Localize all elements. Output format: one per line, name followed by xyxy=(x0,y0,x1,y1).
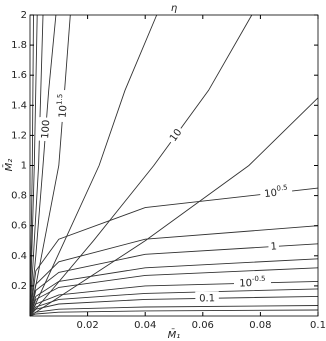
plot-frame xyxy=(29,14,319,317)
contour-label-group: 100.5 xyxy=(259,184,293,202)
contour-label-group: 0.1 xyxy=(195,291,219,306)
contour-label-base: 10 xyxy=(264,188,278,200)
y-tick-label: 1 xyxy=(21,161,27,172)
contour-label-exponent: -0.5 xyxy=(252,275,266,283)
y-tick-label: 1.4 xyxy=(11,100,27,111)
contour-line xyxy=(29,258,319,317)
y-tick-label: 1.6 xyxy=(11,70,27,81)
y-tick-label: 0.2 xyxy=(11,281,27,292)
contour-label-group: 10-0.5 xyxy=(233,275,272,291)
x-tick-label: 0.04 xyxy=(134,320,156,331)
contour-line xyxy=(29,14,253,317)
contour-label-group: 1 xyxy=(268,239,280,254)
contour-line xyxy=(29,14,38,317)
contour-label: 100.5 xyxy=(263,184,288,201)
label-background xyxy=(37,117,54,142)
x-axis-label: M̄₁ xyxy=(168,328,181,341)
y-tick-label: 0.4 xyxy=(11,251,27,262)
contour-line xyxy=(29,243,319,317)
x-tick-label: 0.1 xyxy=(310,320,326,331)
y-tick-label: 0.6 xyxy=(11,221,27,232)
contour-label-base: 0.1 xyxy=(199,293,215,304)
contour-label-group: 101.5 xyxy=(55,89,72,123)
y-tick-label: 0.8 xyxy=(11,191,27,202)
contour-label-exponent: 1.5 xyxy=(55,93,64,105)
x-tick-label: 0.06 xyxy=(192,320,214,331)
label-background xyxy=(55,89,72,123)
y-axis-label: M̄₂ xyxy=(2,159,15,172)
chart-title: η xyxy=(171,3,177,14)
contour-line xyxy=(29,267,319,317)
label-background xyxy=(195,291,219,306)
contour-line xyxy=(29,97,319,317)
contour-label: 100 xyxy=(40,119,52,139)
contour-label-group: 10 xyxy=(165,124,187,147)
y-tick-label: 1.2 xyxy=(11,130,27,141)
contour-label-base: 10 xyxy=(57,105,69,119)
contour-label-exponent: 0.5 xyxy=(276,184,288,193)
contour-label-base: 100 xyxy=(40,119,52,139)
contour-label: 10-0.5 xyxy=(239,275,266,290)
y-tick-label: 1.8 xyxy=(11,40,27,51)
contour-label: 0.1 xyxy=(199,293,215,304)
contour-label-group: 100 xyxy=(37,117,54,142)
y-tick-label: 2 xyxy=(21,10,27,21)
contour-line xyxy=(29,14,44,317)
contour-label: 101.5 xyxy=(55,93,71,118)
contour-line xyxy=(29,225,319,317)
contour-label-base: 10 xyxy=(239,278,252,289)
contour-label: 1 xyxy=(270,241,277,252)
contour-line xyxy=(29,280,319,317)
label-background xyxy=(233,275,272,291)
contour-line xyxy=(29,14,158,317)
x-tick-label: 0.08 xyxy=(249,320,271,331)
x-tick-label: 0.02 xyxy=(76,320,98,331)
label-background xyxy=(165,124,187,147)
contour-line xyxy=(29,309,319,317)
contour-line xyxy=(29,305,319,317)
contour-line xyxy=(29,14,57,317)
contour-label-base: 1 xyxy=(270,241,277,252)
label-background xyxy=(268,239,280,254)
label-background xyxy=(259,184,293,202)
